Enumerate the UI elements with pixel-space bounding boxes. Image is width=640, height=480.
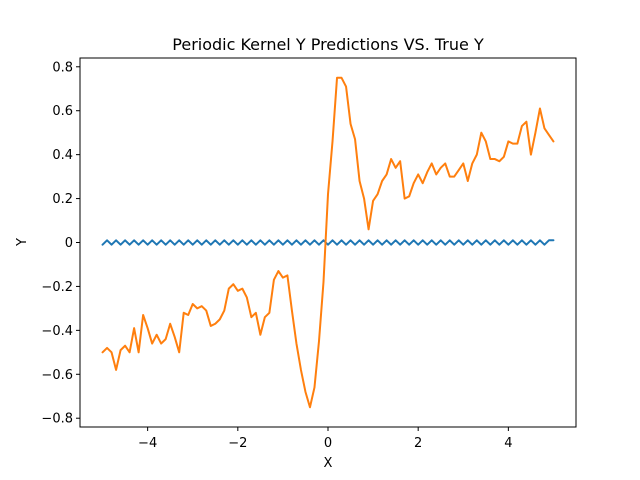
x-axis-label: X <box>324 456 333 471</box>
y-tick-label: −0.6 <box>41 368 73 383</box>
x-tick-label: −2 <box>228 436 247 451</box>
x-tick-label: 4 <box>504 436 512 451</box>
y-tick-label: 0 <box>65 236 73 251</box>
y-tick-label: 0.4 <box>52 148 73 163</box>
y-tick-label: −0.8 <box>41 412 73 427</box>
chart-title: Periodic Kernel Y Predictions VS. True Y <box>172 35 484 54</box>
y-tick-label: −0.2 <box>41 280 73 295</box>
y-tick-label: 0.2 <box>52 192 73 207</box>
series-line-2 <box>101 76 555 409</box>
y-tick-label: 0.8 <box>52 60 73 75</box>
y-tick-label: −0.4 <box>41 324 73 339</box>
x-tick-label: 0 <box>324 436 332 451</box>
y-axis-label: Y <box>15 238 30 247</box>
series-layer <box>101 76 555 409</box>
x-axis: −4 −2 0 2 4 <box>138 427 513 451</box>
y-axis: −0.8 −0.6 −0.4 −0.2 0 0.2 0.4 0.6 0.8 <box>41 60 80 427</box>
x-tick-label: −4 <box>138 436 157 451</box>
series-line-1 <box>101 239 555 246</box>
x-tick-label: 2 <box>414 436 422 451</box>
y-tick-label: 0.6 <box>52 104 73 119</box>
